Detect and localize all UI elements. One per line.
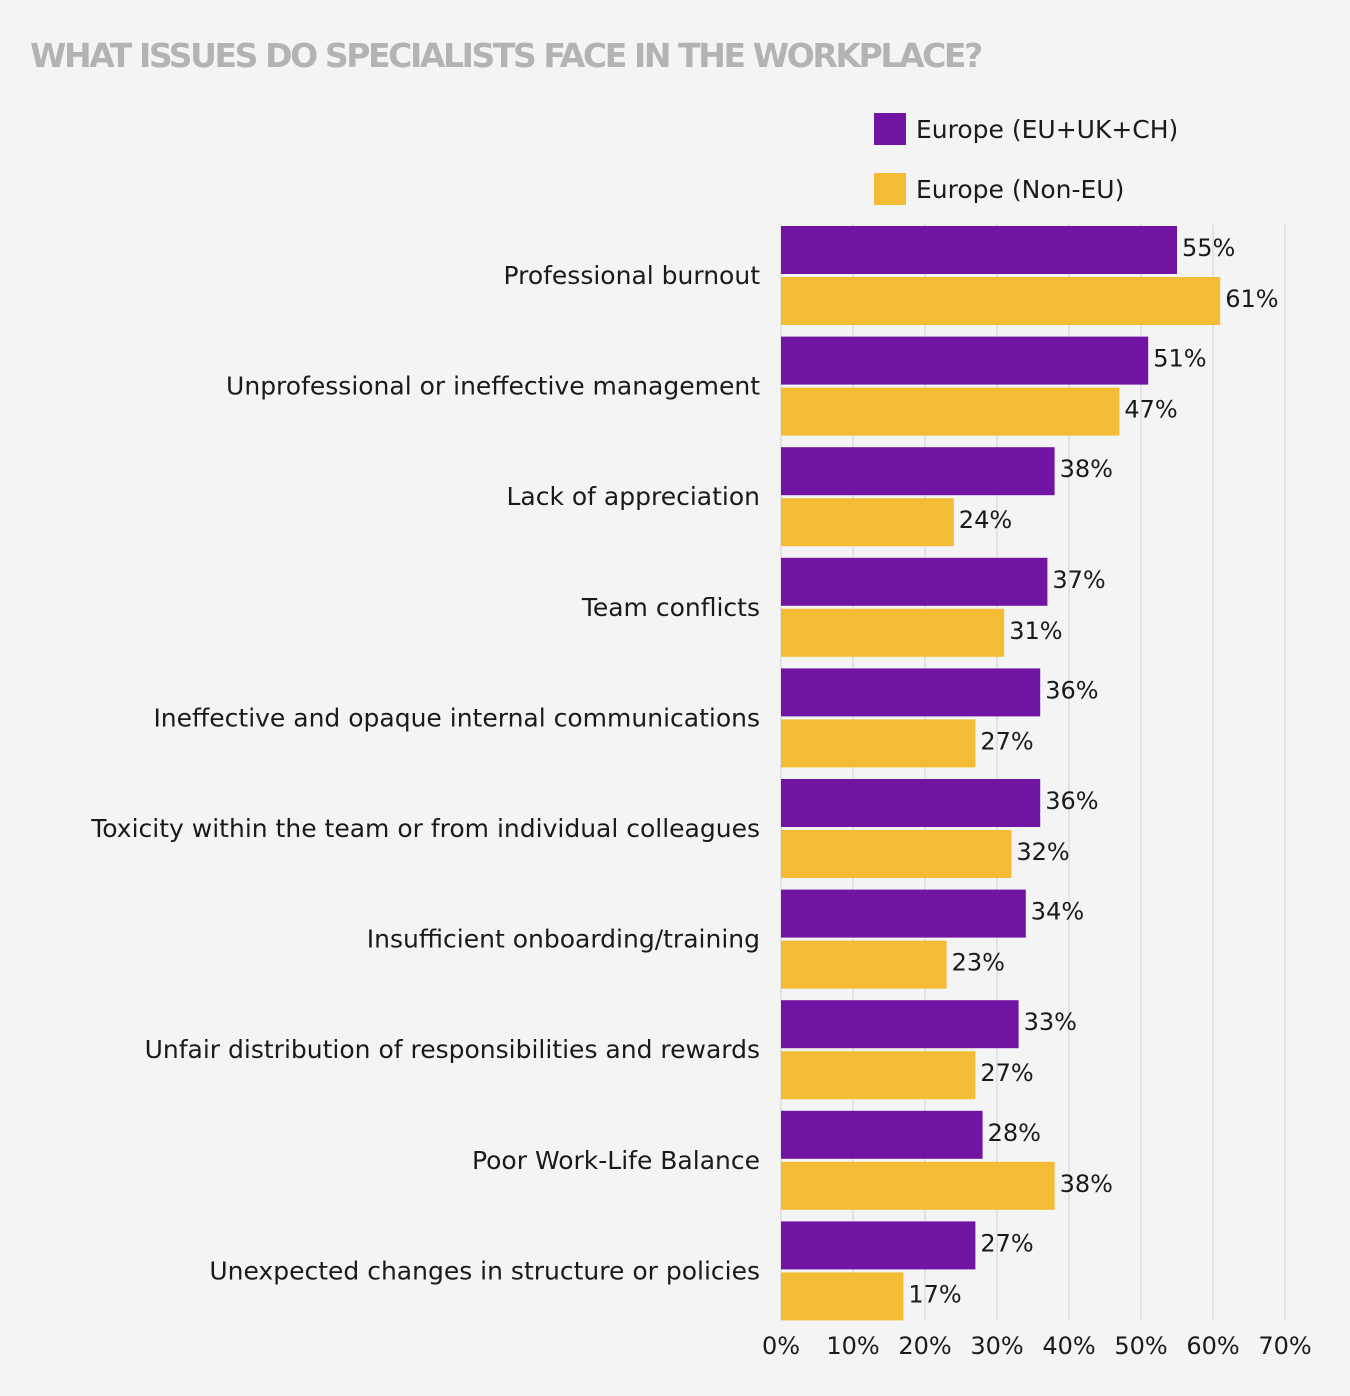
x-tick-label: 60%: [1186, 1332, 1239, 1360]
axis-layer: 0% 10% 20% 30% 40% 50% 60% 70%: [762, 1332, 1312, 1360]
bar-eu: [781, 1221, 976, 1270]
data-label: 36%: [1045, 676, 1098, 704]
category-label: Team conflicts: [581, 593, 760, 622]
bar-eu: [781, 447, 1055, 496]
legend-swatch: [874, 173, 906, 205]
legend-label: Europe (EU+UK+CH): [916, 115, 1178, 144]
data-label: 28%: [988, 1119, 1041, 1147]
category-label: Toxicity within the team or from individ…: [90, 814, 760, 843]
category-label: Poor Work-Life Balance: [472, 1146, 760, 1175]
bar-non-eu: [781, 1051, 976, 1100]
category-label: Ineffective and opaque internal communic…: [153, 703, 760, 732]
data-label: 61%: [1225, 285, 1278, 313]
data-label: 51%: [1153, 345, 1206, 373]
x-tick-label: 40%: [1042, 1332, 1095, 1360]
label-layer: 55% 61% Professional burnout 51% 47% Unprofes…: [90, 234, 1278, 1308]
x-tick-label: 30%: [970, 1332, 1023, 1360]
data-label: 36%: [1045, 787, 1098, 815]
bar-non-eu: [781, 608, 1005, 657]
legend-label: Europe (Non-EU): [916, 175, 1124, 204]
data-label: 17%: [908, 1280, 961, 1308]
bar-eu: [781, 226, 1177, 274]
x-tick-label: 10%: [826, 1332, 879, 1360]
category-label: Insufficient onboarding/training: [367, 925, 760, 954]
data-label: 27%: [980, 1059, 1033, 1087]
bar-eu: [781, 336, 1149, 385]
bar-non-eu: [781, 830, 1012, 878]
category-label: Professional burnout: [503, 261, 760, 290]
data-label: 55%: [1182, 234, 1235, 262]
data-label: 24%: [959, 506, 1012, 534]
bar-non-eu: [781, 387, 1120, 436]
x-tick-label: 70%: [1258, 1332, 1311, 1360]
data-label: 33%: [1024, 1008, 1077, 1036]
data-label: 23%: [952, 949, 1005, 977]
x-tick-label: 0%: [762, 1332, 800, 1360]
data-label: 37%: [1052, 566, 1105, 594]
data-label: 38%: [1060, 455, 1113, 483]
data-label: 27%: [980, 1229, 1033, 1257]
category-label: Unexpected changes in structure or polic…: [209, 1256, 760, 1285]
bar-eu: [781, 779, 1041, 827]
bar-non-eu: [781, 719, 976, 768]
bar-non-eu: [781, 277, 1221, 325]
data-label: 27%: [980, 727, 1033, 755]
chart-title: WHAT ISSUES DO SPECIALISTS FACE IN THE W…: [30, 36, 983, 75]
category-label: Unprofessional or ineffective management: [226, 372, 760, 401]
bar-non-eu: [781, 498, 954, 547]
legend-layer: Europe (EU+UK+CH) Europe (Non-EU): [874, 113, 1178, 205]
x-tick-label: 20%: [898, 1332, 951, 1360]
bar-eu: [781, 1110, 983, 1159]
data-label: 31%: [1009, 617, 1062, 645]
x-tick-label: 50%: [1114, 1332, 1167, 1360]
data-label: 32%: [1016, 838, 1069, 866]
bar-eu: [781, 557, 1048, 606]
category-label: Lack of appreciation: [506, 482, 760, 511]
bar-non-eu: [781, 940, 947, 989]
bar-eu: [781, 889, 1026, 938]
bar-eu: [781, 1000, 1019, 1049]
bar-layer: [781, 226, 1221, 1321]
bar-non-eu: [781, 1272, 904, 1321]
data-label: 38%: [1060, 1170, 1113, 1198]
legend-swatch: [874, 113, 906, 145]
category-label: Unfair distribution of responsibilities …: [145, 1035, 760, 1064]
data-label: 34%: [1031, 898, 1084, 926]
bar-non-eu: [781, 1161, 1055, 1210]
data-label: 47%: [1124, 396, 1177, 424]
bar-eu: [781, 668, 1041, 717]
